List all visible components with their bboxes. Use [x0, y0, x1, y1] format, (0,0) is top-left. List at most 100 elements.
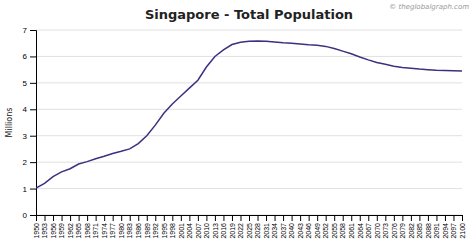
marks: [36, 41, 462, 188]
x-tick-label: 2055: [331, 223, 338, 239]
y-tick-label: 3: [23, 132, 28, 141]
x-tick-label: 2064: [357, 223, 364, 239]
x-tick-label: 2085: [416, 223, 423, 239]
y-tick: 3: [23, 132, 36, 141]
x-tick-mark: [147, 215, 148, 221]
x-tick: 2091: [433, 215, 440, 239]
x-tick: 2010: [203, 215, 210, 239]
x-tick: 2073: [382, 215, 389, 239]
x-tick-mark: [206, 215, 207, 221]
x-tick-mark: [79, 215, 80, 221]
y-tick: 2: [23, 158, 36, 167]
x-tick-label: 1998: [169, 223, 176, 239]
x-tick-mark: [164, 215, 165, 221]
y-tick: 1: [23, 185, 36, 194]
x-tick: 1995: [161, 215, 168, 239]
x-tick: 2037: [280, 215, 287, 239]
x-tick: 2016: [220, 215, 227, 239]
x-tick-mark: [334, 215, 335, 221]
y-axis-line: [30, 31, 37, 216]
y-tick-mark: [30, 109, 36, 110]
x-tick: 2079: [399, 215, 406, 239]
x-tick-mark: [266, 215, 267, 221]
x-tick-mark: [249, 215, 250, 221]
x-tick: 2022: [237, 215, 244, 239]
x-tick: 1959: [58, 215, 65, 239]
x-tick-mark: [309, 215, 310, 221]
x-tick-label: 1962: [67, 223, 74, 239]
x-tick-label: 2040: [288, 223, 295, 239]
y-tick-label: 0: [23, 211, 28, 220]
x-tick-mark: [351, 215, 352, 221]
x-tick-mark: [402, 215, 403, 221]
title: Singapore - Total Population: [145, 7, 353, 22]
x-tick-mark: [215, 215, 216, 221]
x-tick: 2052: [322, 215, 329, 239]
x-tick: 2067: [365, 215, 372, 239]
x-tick-label: 1953: [41, 223, 48, 239]
x-tick: 2070: [374, 215, 381, 239]
y-tick-mark: [30, 56, 36, 57]
x-tick: 2043: [297, 215, 304, 239]
x-tick-label: 1950: [33, 223, 40, 239]
x-tick-label: 1965: [75, 223, 82, 239]
x-tick-mark: [445, 215, 446, 221]
y-tick: 4: [23, 105, 36, 114]
x-tick: 1965: [75, 215, 82, 239]
x-tick-mark: [53, 215, 54, 221]
x-tick: 2034: [271, 215, 278, 239]
x-tick-mark: [121, 215, 122, 221]
x-tick: 1983: [126, 215, 133, 239]
x-tick-label: 1971: [92, 223, 99, 239]
y-tick-label: 2: [23, 158, 28, 167]
x-tick: 1950: [33, 215, 40, 239]
y-tick: 0: [23, 211, 36, 220]
x-tick: 1989: [144, 215, 151, 239]
plot-area: 1950195319561959196219651968197119741977…: [23, 26, 466, 239]
x-tick-mark: [283, 215, 284, 221]
x-tick-mark: [113, 215, 114, 221]
x-tick-mark: [155, 215, 156, 221]
x-axis-line: [37, 216, 463, 222]
x-tick: 2085: [416, 215, 423, 239]
grid-line: [36, 109, 462, 110]
x-tick-mark: [87, 215, 88, 221]
x-tick-mark: [275, 215, 276, 221]
y-tick-mark: [30, 83, 36, 84]
x-tick-label: 1974: [101, 223, 108, 239]
x-tick-label: 1959: [58, 223, 65, 239]
grid: [36, 30, 462, 215]
x-tick-label: 2076: [391, 223, 398, 239]
x-tick: 2028: [254, 215, 261, 239]
x-tick: 2055: [331, 215, 338, 239]
x-tick-mark: [317, 215, 318, 221]
x-tick-label: 2043: [297, 223, 304, 239]
x-tick: 2061: [348, 215, 355, 239]
x-tick-label: 1956: [50, 223, 57, 239]
x-tick-mark: [453, 215, 454, 221]
x-tick: 1956: [50, 215, 57, 239]
y-tick: 6: [23, 52, 36, 61]
x-tick-label: 2061: [348, 223, 355, 239]
x-tick: 2076: [391, 215, 398, 239]
x-tick: 2040: [288, 215, 295, 239]
grid-line: [36, 30, 462, 31]
x-tick: 1974: [101, 215, 108, 239]
x-tick: 1977: [109, 215, 116, 239]
x-tick-mark: [428, 215, 429, 221]
x-tick-label: 2025: [246, 223, 253, 239]
y-tick: 5: [23, 79, 36, 88]
x-tick: 2064: [357, 215, 364, 239]
x-tick-mark: [181, 215, 182, 221]
x-tick-label: 2019: [229, 223, 236, 239]
x-tick-label: 1992: [152, 223, 159, 239]
y-tick-label: 1: [23, 185, 28, 194]
x-tick-label: 2010: [203, 223, 210, 239]
x-tick-label: 2001: [178, 223, 185, 239]
x-tick: 2094: [442, 215, 449, 239]
x-tick-mark: [232, 215, 233, 221]
x-tick: 1968: [84, 215, 91, 239]
y-tick-label: 6: [23, 52, 28, 61]
x-tick-label: 2016: [220, 223, 227, 239]
x-tick: 1986: [135, 215, 142, 239]
